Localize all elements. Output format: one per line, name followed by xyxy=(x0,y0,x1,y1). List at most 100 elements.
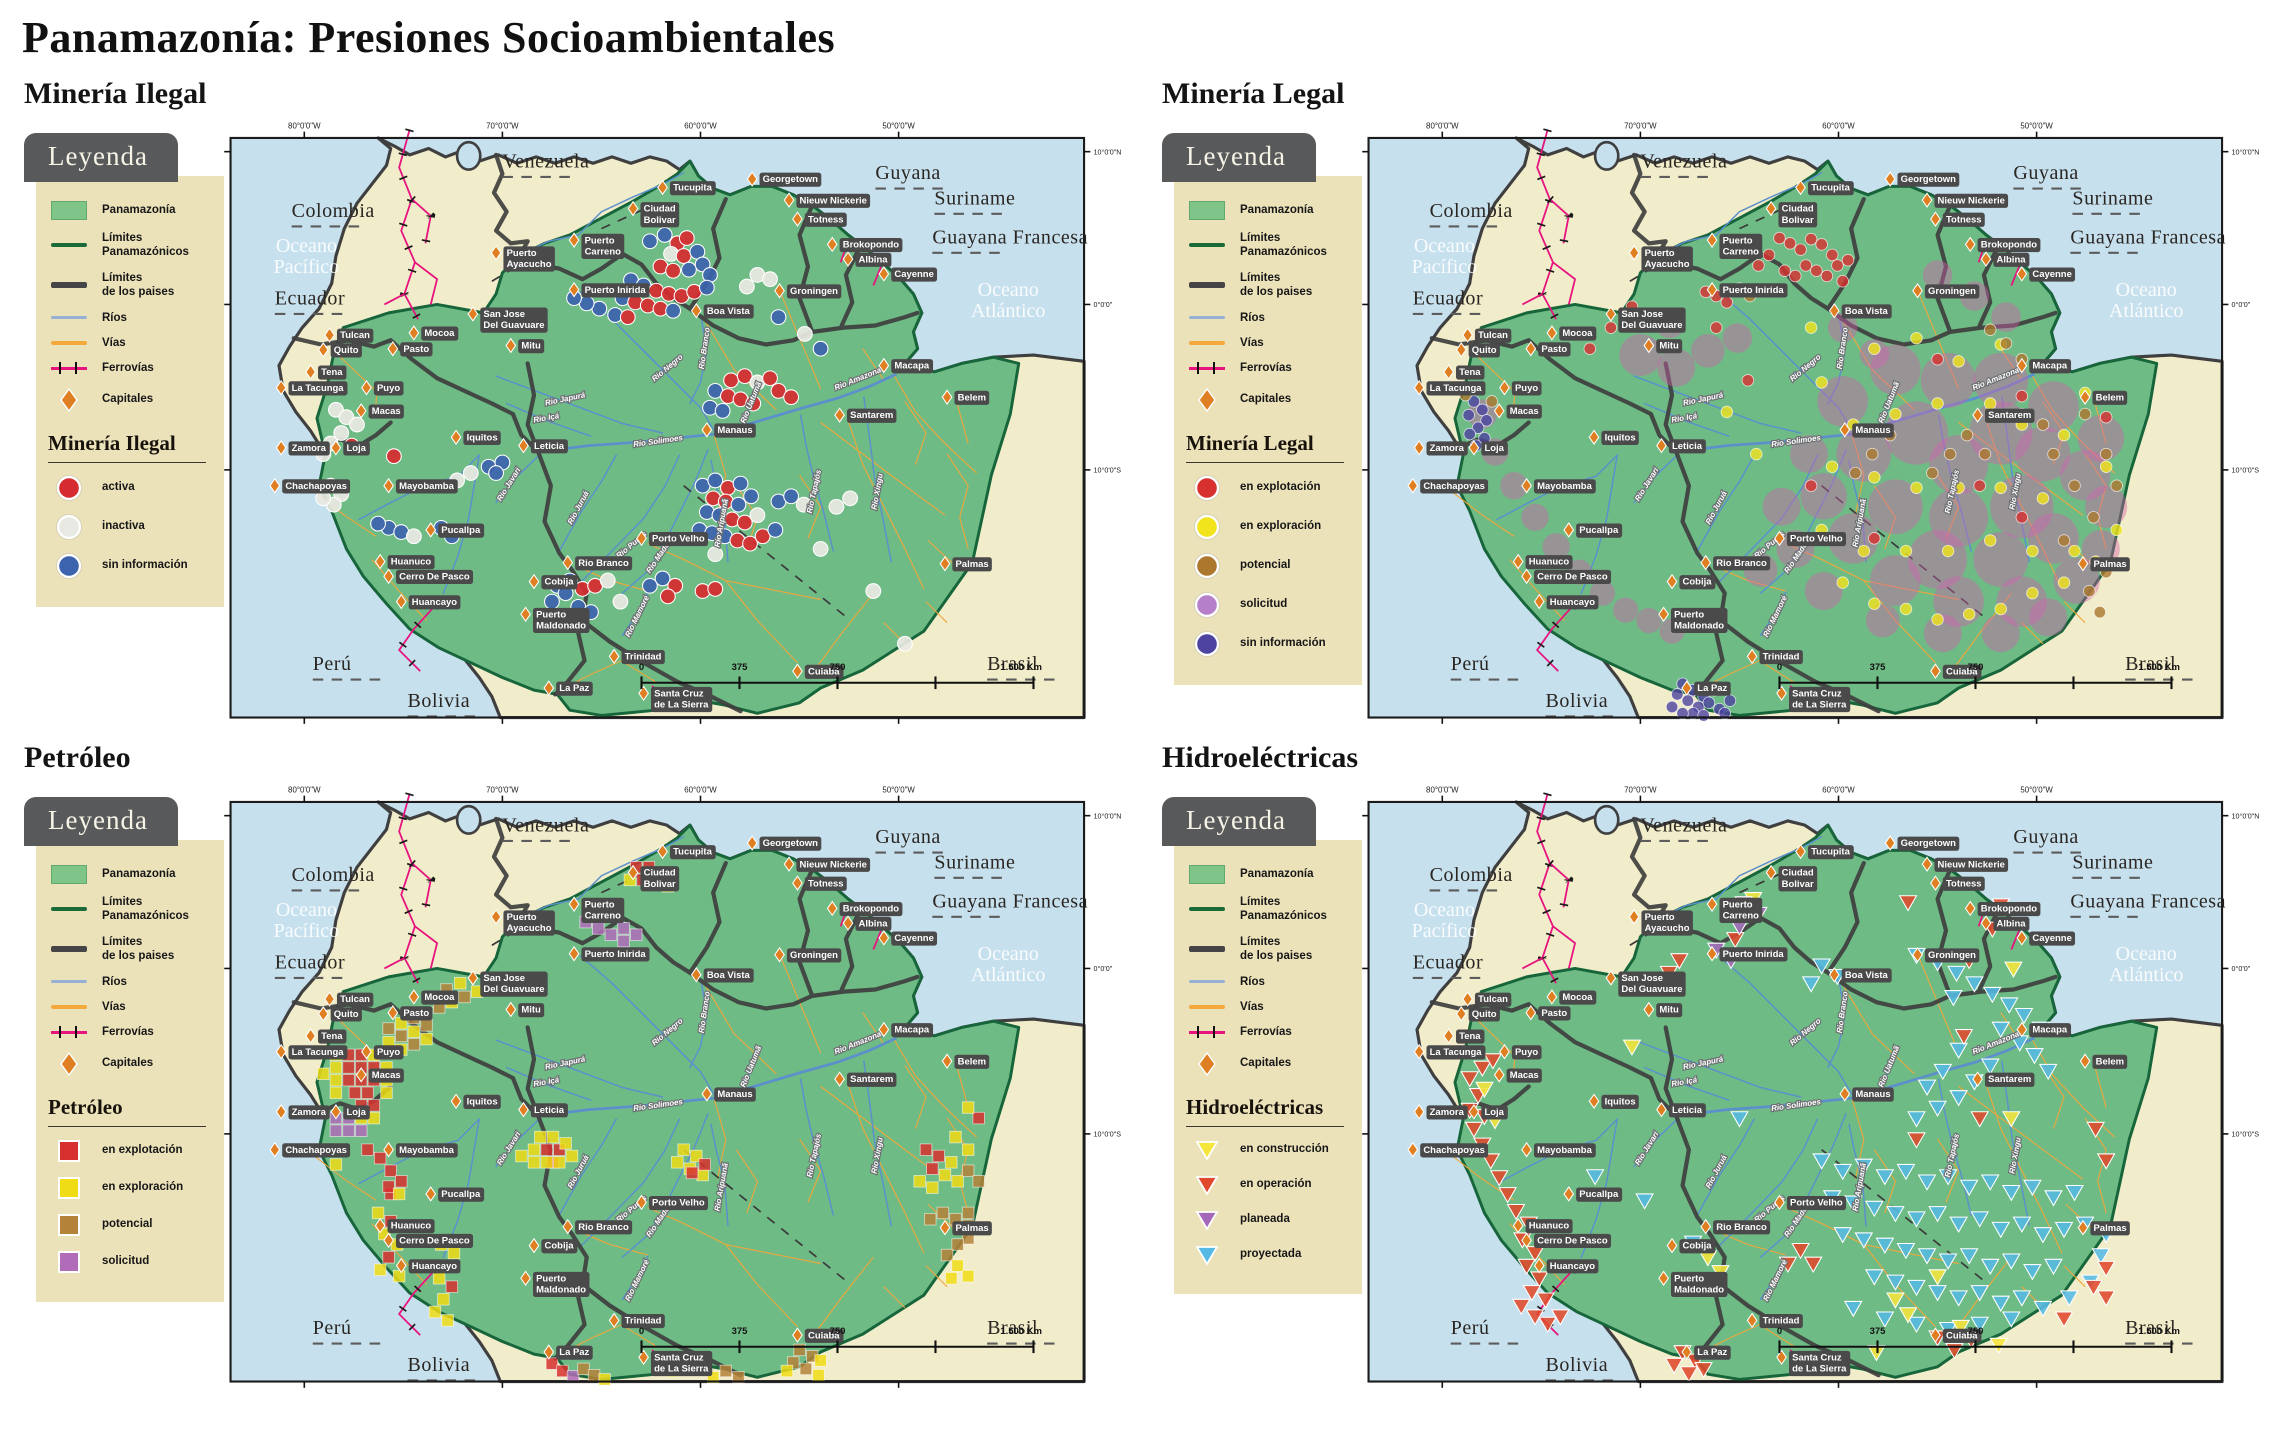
city: Palmas xyxy=(939,1219,992,1236)
marker-point xyxy=(428,1305,442,1319)
city-label: Tucupita xyxy=(1811,847,1850,858)
capital-diamond xyxy=(2079,389,2091,405)
marker-point xyxy=(1671,688,1684,701)
capital-diamond xyxy=(543,680,555,696)
marker-point xyxy=(2093,605,2107,619)
capital-diamond xyxy=(774,282,785,299)
city: Belem xyxy=(2079,389,2128,405)
city: Macas xyxy=(355,403,404,419)
marker-point xyxy=(842,490,859,507)
city-label: Pasto xyxy=(403,1008,429,1019)
marker-point xyxy=(795,496,812,513)
city-label-bg xyxy=(2029,267,2076,282)
marker-point xyxy=(598,1373,611,1386)
panel-hidroelectricas: Hidroeléctricas Leyenda Panamazonía Límit… xyxy=(1160,737,2278,1395)
city-label: Santa Cruz de La Sierra xyxy=(1792,688,1847,710)
legend-item-rios: Ríos xyxy=(1186,311,1354,325)
city-label-bg xyxy=(1533,569,1612,585)
city: Pucallpa xyxy=(1563,1186,1623,1202)
city-label: Santa Cruz de La Sierra xyxy=(654,688,709,710)
capital-diamond xyxy=(1666,573,1678,590)
capital-diamond xyxy=(1605,970,1617,986)
marker-point xyxy=(796,326,813,342)
capital-diamond xyxy=(490,909,502,925)
marker-blob xyxy=(1973,352,2029,408)
panel-mineria-legal: Minería Legal Leyenda Panamazonía Límites… xyxy=(1160,73,2278,731)
marker-point xyxy=(732,475,749,492)
legend-header: Leyenda xyxy=(24,133,178,182)
marker-point xyxy=(1604,321,1618,334)
city: Mitu xyxy=(1643,337,1683,354)
city-label: Mitu xyxy=(1659,341,1679,352)
city-label: Cobija xyxy=(1683,1241,1713,1252)
marker-point xyxy=(420,1019,433,1032)
axis-label-top: 80°0'0"W xyxy=(288,785,321,794)
legend-item-label: Ferrovías xyxy=(1240,1026,1292,1039)
marker-point xyxy=(1980,1174,2000,1191)
marker-point xyxy=(1476,403,1489,417)
marker-point xyxy=(1723,694,1737,707)
legend-item-label: Vías xyxy=(1240,1000,1264,1013)
city: Groningen xyxy=(774,282,842,299)
marker-point xyxy=(1970,1211,1990,1228)
marker-point xyxy=(1994,481,2007,495)
legend-item-panamazonia: Panamazonía xyxy=(48,865,216,884)
city-label: Ciudad Bolivar xyxy=(1782,204,1814,226)
marker-point xyxy=(1960,428,1974,442)
city: Porto Velho xyxy=(636,530,709,547)
panel-petroleo: Petróleo Leyenda Panamazonía Límites Pana… xyxy=(22,737,1140,1395)
city-label: Zamora xyxy=(292,1107,327,1118)
city-label: Quito xyxy=(1472,345,1497,356)
city: Totness xyxy=(792,875,847,891)
marker-blob xyxy=(1804,572,1843,611)
city-label-bg xyxy=(1546,1259,1599,1274)
city: Santa Cruz de La Sierra xyxy=(1776,685,1851,713)
city: Macas xyxy=(355,1067,404,1083)
capital-diamond xyxy=(1746,648,1758,665)
city: Boa Vista xyxy=(1828,967,1892,983)
city-label-bg xyxy=(438,523,485,538)
marker-point xyxy=(1928,1100,1947,1118)
city-label-bg xyxy=(387,555,435,570)
marker-point xyxy=(2033,1227,2053,1244)
legend-item-label: Límites Panamazónicos xyxy=(1240,232,1327,259)
city-label-bg xyxy=(1474,992,1512,1007)
marker-point xyxy=(1820,269,1834,283)
axis-label-top: 60°0'0"W xyxy=(684,785,717,794)
map-frame xyxy=(229,800,1086,1383)
marker-point xyxy=(1886,1274,1905,1291)
legend-item-limites-paises: Límites de los paises xyxy=(1186,935,1354,964)
city: Pucallpa xyxy=(425,522,485,538)
marker-point xyxy=(1984,397,1997,410)
city-label: Nieuw Nickerie xyxy=(1938,195,2005,206)
capital-diamond xyxy=(568,945,580,962)
marker-point xyxy=(373,1151,387,1165)
city: Mocoa xyxy=(408,989,459,1005)
capital-diamond xyxy=(568,281,580,298)
city: Manaus xyxy=(1839,422,1894,438)
marker-blob xyxy=(1870,344,1921,396)
marker-point xyxy=(329,1061,343,1074)
roads xyxy=(1449,287,2115,693)
city-label: Brokopondo xyxy=(843,240,899,251)
city-label: Leticia xyxy=(534,441,565,452)
marker-point xyxy=(2001,1311,2021,1328)
marker-point xyxy=(961,1269,975,1283)
city-label-bg xyxy=(282,1143,351,1158)
city-label-bg xyxy=(373,381,404,396)
city-label: La Paz xyxy=(559,1347,589,1358)
city: Porto Velho xyxy=(1774,1194,1847,1211)
city-label: Chachapoyas xyxy=(285,1145,347,1156)
capital-diamond xyxy=(746,835,758,851)
city-label: Mocoa xyxy=(1562,992,1593,1003)
legend-item-so: solicitud xyxy=(1186,591,1354,619)
city: Ciudad Bolivar xyxy=(627,200,680,228)
legend-item-label: planeada xyxy=(1240,1213,1290,1226)
city-label-bg xyxy=(530,1103,568,1118)
marker-point xyxy=(1999,997,2019,1014)
marker-point xyxy=(373,1263,387,1277)
line-glyph xyxy=(1189,341,1225,346)
city-label-bg xyxy=(1468,343,1500,358)
city-label-bg xyxy=(395,1233,474,1249)
city-label-bg xyxy=(648,1195,709,1211)
